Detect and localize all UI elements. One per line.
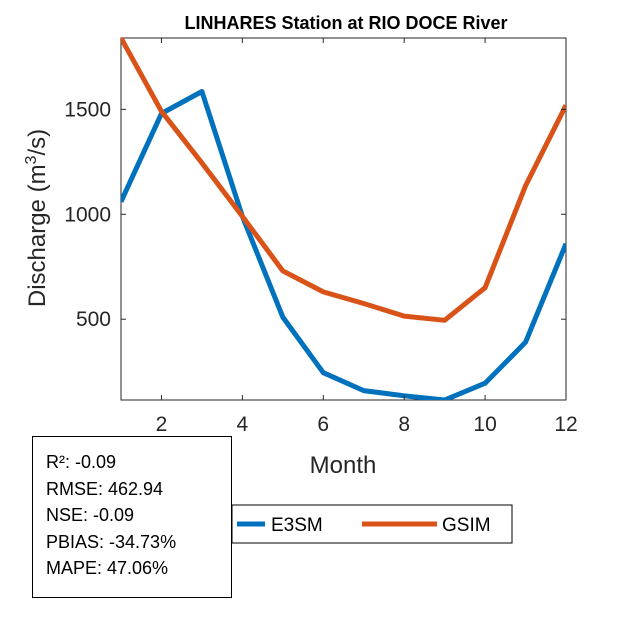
y-axis-title: Discharge (m3/s) <box>23 129 51 307</box>
stat-rmse: RMSE: 462.94 <box>46 478 164 499</box>
y-tick-label-1000: 1000 <box>64 203 111 226</box>
y-tick-label-1500: 1500 <box>64 98 111 121</box>
x-tick-label-8: 8 <box>398 413 410 436</box>
x-tick-label-6: 6 <box>317 413 329 436</box>
stat-pbias: PBIAS: -34.73% <box>46 531 177 552</box>
y-tick-label-500: 500 <box>76 308 111 331</box>
x-tick-label-4: 4 <box>237 413 249 436</box>
x-tick-label-12: 12 <box>554 413 577 436</box>
legend: E3SM GSIM <box>231 504 513 544</box>
stat-nse: NSE: -0.09 <box>46 505 135 525</box>
y-axis-title-end: /s) <box>24 129 51 156</box>
chart-title: LINHARES Station at RIO DOCE River <box>184 13 507 33</box>
series-line-e3sm <box>121 89 566 400</box>
x-axis-title: Month <box>310 452 377 479</box>
x-tick-label-10: 10 <box>473 413 496 436</box>
x-tick-label-2: 2 <box>156 413 168 436</box>
y-axis-title-superscript: 3 <box>23 155 40 164</box>
axes-box <box>120 37 567 401</box>
stat-mape: MAPE: 47.06% <box>46 558 169 578</box>
legend-label-gsim: GSIM <box>442 515 491 536</box>
plot-area: 2 4 6 8 10 12 500 1000 1500 <box>64 36 578 436</box>
series-line-gsim <box>121 36 566 323</box>
legend-label-e3sm: E3SM <box>271 515 323 536</box>
stat-r-squared: R²: -0.09 <box>46 452 117 472</box>
statistics-box: R²: -0.09 RMSE: 462.94 NSE: -0.09 PBIAS:… <box>32 436 232 598</box>
y-axis-title-main: Discharge (m <box>24 164 51 307</box>
